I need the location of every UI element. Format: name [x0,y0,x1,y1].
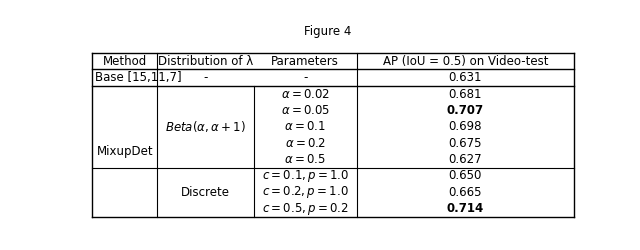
Text: Figure 4: Figure 4 [304,25,352,38]
Text: 0.714: 0.714 [447,202,484,215]
Text: 0.665: 0.665 [449,186,482,199]
Text: 0.650: 0.650 [449,169,482,182]
Text: $\alpha = 0.2$: $\alpha = 0.2$ [285,136,326,149]
Text: -: - [204,71,207,84]
Text: MixupDet: MixupDet [97,145,153,158]
Text: Discrete: Discrete [181,186,230,199]
Text: $\alpha = 0.02$: $\alpha = 0.02$ [281,88,330,101]
Text: Distribution of λ: Distribution of λ [158,55,253,68]
Text: -: - [303,71,307,84]
Text: $\alpha = 0.05$: $\alpha = 0.05$ [281,104,330,117]
Text: Parameters: Parameters [271,55,339,68]
Text: $\alpha = 0.5$: $\alpha = 0.5$ [284,153,326,166]
Text: 0.681: 0.681 [449,88,482,101]
Text: 0.707: 0.707 [447,104,484,117]
Text: $c = 0.1, p = 1.0$: $c = 0.1, p = 1.0$ [262,168,349,184]
Text: $\alpha = 0.1$: $\alpha = 0.1$ [284,120,326,133]
Text: 0.675: 0.675 [449,136,482,149]
Text: 0.627: 0.627 [449,153,482,166]
Text: AP (IoU = 0.5) on Video-test: AP (IoU = 0.5) on Video-test [383,55,548,68]
Text: Base [15,11,7]: Base [15,11,7] [95,71,182,84]
Text: Method: Method [103,55,147,68]
Text: $c = 0.5, p = 0.2$: $c = 0.5, p = 0.2$ [262,200,349,216]
Text: 0.698: 0.698 [449,120,482,133]
Text: $Beta(\alpha,\alpha+1)$: $Beta(\alpha,\alpha+1)$ [165,119,246,134]
Text: 0.631: 0.631 [449,71,482,84]
Text: $c = 0.2, p = 1.0$: $c = 0.2, p = 1.0$ [262,184,349,200]
